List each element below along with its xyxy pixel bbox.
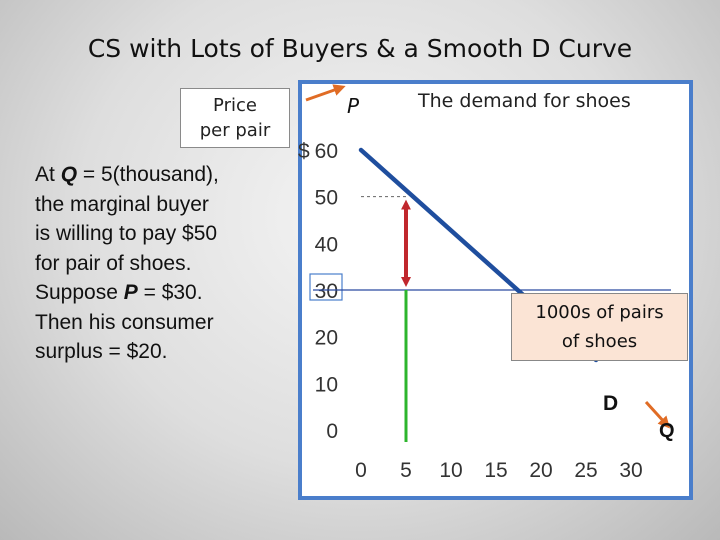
explanation-segment: At xyxy=(35,163,61,186)
explanation-line: Then his consumer xyxy=(35,308,297,338)
y-tick-label: 40 xyxy=(315,233,338,256)
explanation-line: is willing to pay $50 xyxy=(35,219,297,249)
y-tick-label: 20 xyxy=(315,327,338,350)
y-tick-label: 0 xyxy=(326,420,338,443)
currency-sign: $ xyxy=(298,140,310,163)
y-tick-label: 50 xyxy=(315,187,338,210)
price-callout-arrow xyxy=(305,84,346,102)
price-axis-label-box: Price per pair xyxy=(180,88,290,148)
x-tick-label: 20 xyxy=(529,459,552,482)
explanation-segment: for pair of shoes. xyxy=(35,251,192,275)
x-tick-label: 0 xyxy=(355,459,367,482)
explanation-segment: Then his consumer xyxy=(35,310,214,334)
x-axis-letter-label: Q xyxy=(659,420,675,442)
units-line1: 1000s of pairs xyxy=(535,302,664,323)
slide-title: CS with Lots of Buyers & a Smooth D Curv… xyxy=(87,34,633,63)
x-tick-label: 30 xyxy=(619,459,642,482)
variable-letter: Q xyxy=(60,163,78,186)
demand-chart: 0 10 20 30 40 50 60$0 5 10 15 20 25 30 xyxy=(298,80,693,500)
explanation-segment: = $30. xyxy=(137,281,203,304)
explanation-line: surplus = $20. xyxy=(35,337,297,367)
explanation-line: Suppose P = $30. xyxy=(35,278,297,308)
demand-curve-label: D xyxy=(603,392,619,415)
y-axis-letter-label: P xyxy=(347,94,360,118)
price-label-line2: per pair xyxy=(199,120,271,141)
quantity-units-box: 1000s of pairs of shoes xyxy=(511,293,688,361)
quantity-callout-arrow xyxy=(644,400,671,429)
price-label-line1: Price xyxy=(213,95,257,116)
chart-title: The demand for shoes xyxy=(418,90,631,112)
explanation-text: At Q = 5(thousand), the marginal buyer is … xyxy=(35,160,297,367)
units-line2: of shoes xyxy=(561,331,638,352)
y-tick-label: 30 xyxy=(315,280,338,303)
explanation-line: for pair of shoes. xyxy=(35,249,297,279)
variable-letter: P xyxy=(123,281,138,304)
explanation-segment: Suppose xyxy=(35,281,124,304)
x-tick-label: 10 xyxy=(439,459,462,482)
explanation-segment: is willing to pay $50 xyxy=(35,222,218,245)
explanation-segment: surplus = $20. xyxy=(35,340,168,363)
highlighted-tick-box xyxy=(309,273,343,301)
x-tick-label: 15 xyxy=(484,459,507,482)
y-tick-label: 60 xyxy=(315,140,338,163)
explanation-segment: = 5(thousand), xyxy=(77,163,219,186)
x-tick-label: 25 xyxy=(574,459,597,482)
y-tick-label: 10 xyxy=(315,373,338,396)
explanation-line: At Q = 5(thousand), xyxy=(35,160,297,190)
explanation-line: the marginal buyer xyxy=(35,190,297,220)
explanation-segment: the marginal buyer xyxy=(35,192,209,216)
x-tick-label: 5 xyxy=(400,459,412,482)
